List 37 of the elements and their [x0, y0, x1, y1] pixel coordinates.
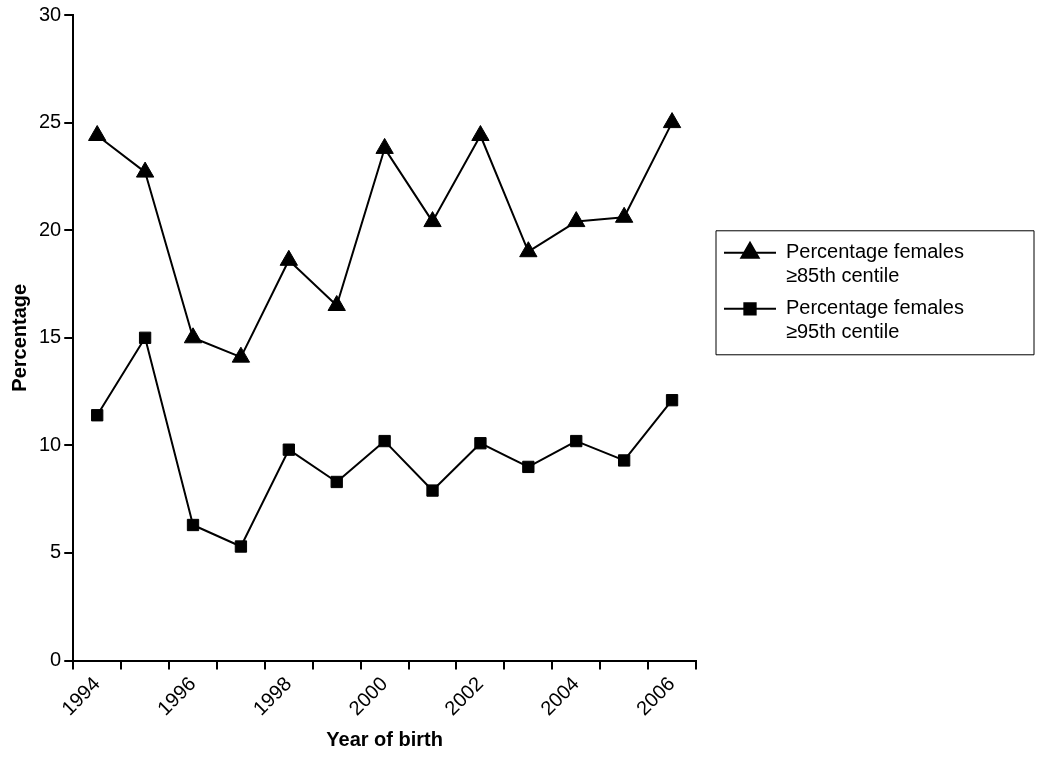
- legend-label: Percentage females ≥95th centile: [786, 296, 964, 343]
- y-tick-label: 5: [50, 540, 62, 563]
- point: [186, 518, 200, 532]
- point: [231, 346, 251, 363]
- point: [138, 331, 152, 344]
- point: [378, 434, 391, 448]
- point: [282, 443, 295, 456]
- y-tick-label: 25: [39, 110, 62, 133]
- point: [567, 211, 586, 228]
- y-tick-label: 10: [39, 432, 62, 455]
- point: [471, 125, 490, 142]
- point: [662, 112, 682, 129]
- point: [522, 460, 535, 474]
- y-tick-label: 15: [39, 325, 62, 348]
- point: [423, 211, 442, 228]
- point: [135, 161, 155, 178]
- legend-label: Percentage females ≥85th centile: [786, 240, 964, 287]
- point: [91, 409, 104, 422]
- y-axis-title: Percentage: [7, 283, 30, 392]
- point: [375, 137, 394, 154]
- point: [327, 295, 346, 312]
- x-axis-title: Year of birth: [326, 727, 443, 750]
- point: [570, 434, 583, 448]
- point: [279, 249, 298, 266]
- point: [474, 437, 487, 450]
- point: [617, 454, 631, 467]
- point: [88, 125, 107, 142]
- y-tick-label: 0: [50, 648, 62, 671]
- y-tick-label: 30: [39, 2, 62, 25]
- point: [234, 540, 248, 553]
- point: [426, 484, 439, 497]
- point: [614, 206, 634, 223]
- y-tick-label: 20: [39, 217, 62, 240]
- point: [183, 327, 203, 344]
- point: [665, 394, 679, 407]
- point: [519, 241, 538, 258]
- point: [330, 475, 343, 489]
